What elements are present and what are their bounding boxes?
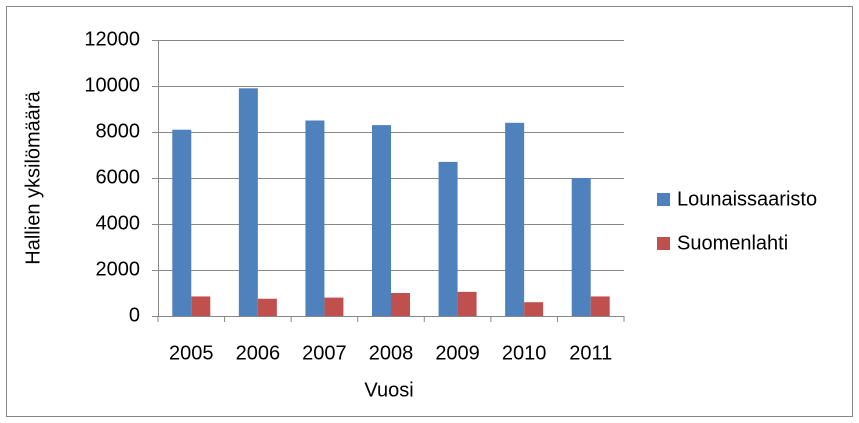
x-tick-label: 2008 [369,342,414,364]
bar [305,120,325,316]
y-tick-label: 8000 [96,120,141,142]
bar [524,302,544,316]
legend-swatch [657,237,670,250]
x-tick-label: 2005 [169,342,214,364]
y-tick-label: 0 [129,304,140,326]
bar [391,293,410,316]
legend-label: Suomenlahti [677,232,788,254]
bar [172,129,192,316]
bar [372,125,391,316]
y-tick-label: 10000 [84,74,140,96]
y-axis-label: Hallien yksilömäärä [22,90,44,264]
x-tick-label: 2007 [302,342,347,364]
y-tick-label: 2000 [96,258,141,280]
y-tick-label: 12000 [84,28,140,50]
bar [438,161,458,316]
y-tick-label: 4000 [96,212,141,234]
bar [457,291,477,316]
legend-label: Lounaissaaristo [677,188,817,210]
x-tick-label: 2010 [502,342,547,364]
y-tick-label: 6000 [96,166,141,188]
bar [238,88,258,316]
bar [257,298,277,316]
bar [590,296,610,316]
bar [505,122,525,316]
bar [191,296,211,316]
bar [571,178,591,316]
x-tick-label: 2006 [236,342,281,364]
x-tick-label: 2009 [435,342,480,364]
bar [324,297,344,316]
legend-swatch [657,193,670,206]
chart-frame [6,6,853,417]
x-tick-label: 2011 [569,342,612,364]
x-axis-label: Vuosi [364,379,413,401]
